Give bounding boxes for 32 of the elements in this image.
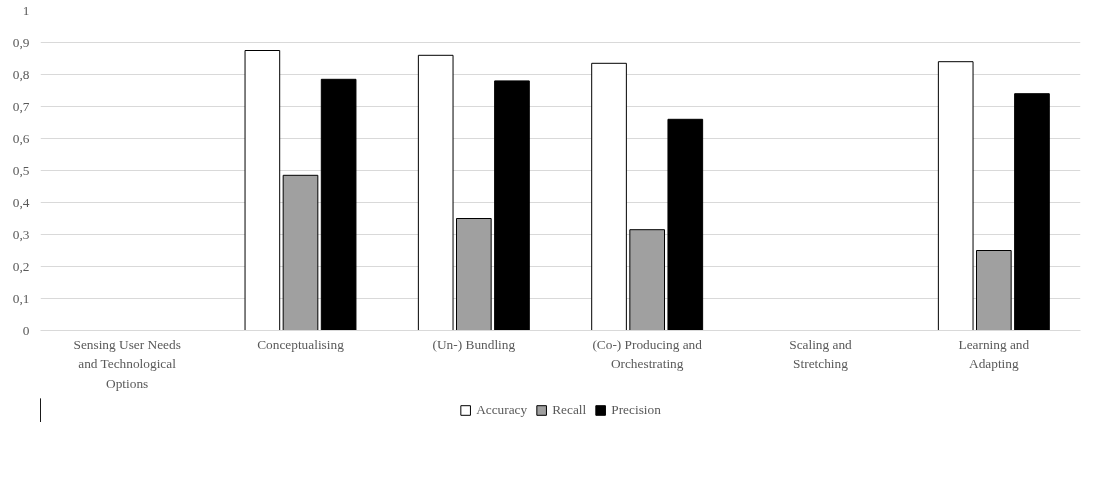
x-tick-label: Conceptualising [257,336,345,352]
x-tick-label: Scaling and Stretching [789,336,853,371]
bar [244,50,281,331]
y-tick-label: 0 [22,322,30,338]
bar [456,218,492,331]
bar [976,250,1012,331]
y-tick-label: 0,3 [12,226,30,242]
x-tick-label: Learning and Adapting [958,336,1030,371]
bar [937,61,974,331]
y-tick-label: 0,7 [12,98,30,114]
bar [667,118,704,331]
bar [320,78,357,331]
y-tick-label: 1 [22,2,30,18]
legend-label: Precision [611,402,661,418]
bar [591,62,627,331]
bar [1014,93,1050,331]
y-tick-label: 0,9 [12,34,30,50]
y-tick-label: 0,5 [12,162,30,178]
bar [282,174,319,331]
bar [629,229,665,331]
legend-label: Accuracy [476,402,528,418]
y-tick-label: 0,2 [12,258,30,274]
x-tick-label: Sensing User Needs and Technological Options [73,336,181,391]
y-tick-label: 0,4 [12,194,30,210]
bar [417,54,454,331]
legend-label: Recall [552,402,587,418]
y-tick-label: 0,6 [12,130,30,146]
y-tick-label: 0,8 [12,66,30,82]
x-tick-label: (Co-) Producing and Orchestrating [592,336,703,371]
y-tick-label: 0,1 [12,290,30,306]
x-tick-label: (Un-) Bundling [432,336,516,352]
bar [494,80,530,331]
